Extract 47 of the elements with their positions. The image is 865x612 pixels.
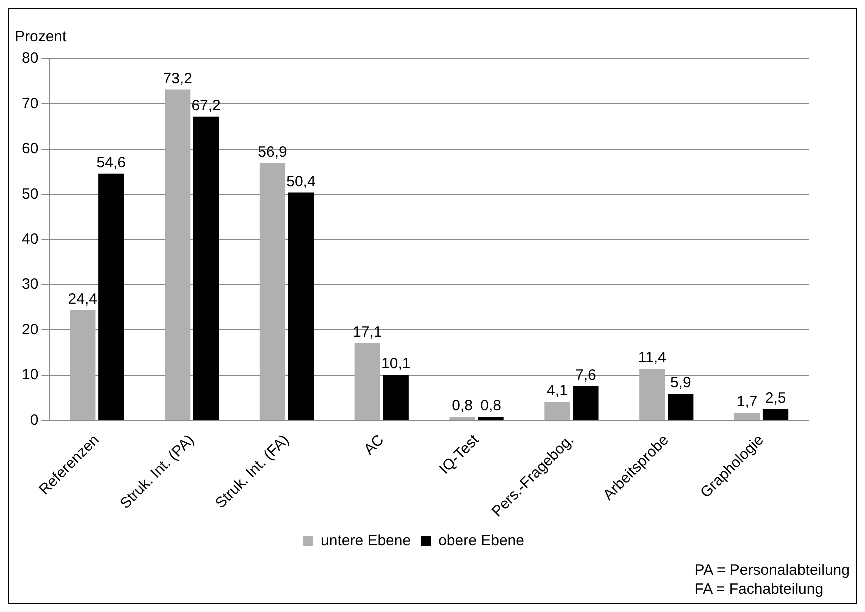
y-tick-label: 0 (30, 412, 39, 429)
legend-label: untere Ebene (321, 532, 412, 550)
data-label: 50,4 (286, 173, 316, 190)
data-label: 67,2 (192, 98, 221, 114)
data-label: 11,4 (638, 350, 666, 367)
text: FA = Fachabteilung (694, 580, 825, 599)
data-label: 5,9 (670, 374, 692, 392)
y-tick-label: 80 (22, 50, 39, 68)
bar (478, 417, 504, 420)
data-label: 4,1 (547, 382, 568, 400)
y-tick-label: 60 (22, 140, 39, 158)
data-label: 73,2 (163, 70, 192, 88)
data-label: 54,6 (96, 154, 126, 172)
data-label: 56,9 (258, 144, 288, 162)
bar (668, 394, 694, 420)
data-label: 10,1 (382, 356, 411, 373)
bar (450, 417, 476, 420)
y-tick-label: 50 (22, 186, 39, 203)
bar (260, 163, 286, 420)
data-label: 7,6 (576, 366, 596, 384)
bar (640, 369, 666, 420)
bar (734, 412, 760, 420)
bar (98, 174, 124, 420)
y-tick-label: 20 (22, 321, 39, 338)
data-label: 17,1 (353, 324, 382, 341)
y-axis-title: Prozent (15, 28, 68, 46)
y-tick-label: 10 (22, 366, 39, 384)
bar (165, 90, 191, 420)
bar (193, 116, 220, 420)
bar (288, 192, 314, 420)
data-label: 0,8 (480, 398, 502, 415)
data-label: 0,8 (452, 398, 473, 415)
bar (70, 310, 96, 420)
text: PA = Personalabteilung (694, 561, 850, 580)
y-tick-label: 30 (22, 276, 39, 294)
bar (383, 374, 409, 420)
bar (573, 386, 599, 420)
y-tick-label: 40 (22, 230, 39, 248)
bar (544, 402, 570, 420)
data-label: 1,7 (736, 394, 758, 411)
legend-label: obere Ebene (438, 532, 524, 550)
y-tick-label: 70 (22, 95, 39, 112)
data-label: 24,4 (68, 290, 98, 308)
bar (354, 343, 380, 420)
data-label: 2,5 (765, 390, 786, 407)
x-tick-label: AC (360, 432, 388, 458)
bar (762, 409, 789, 420)
